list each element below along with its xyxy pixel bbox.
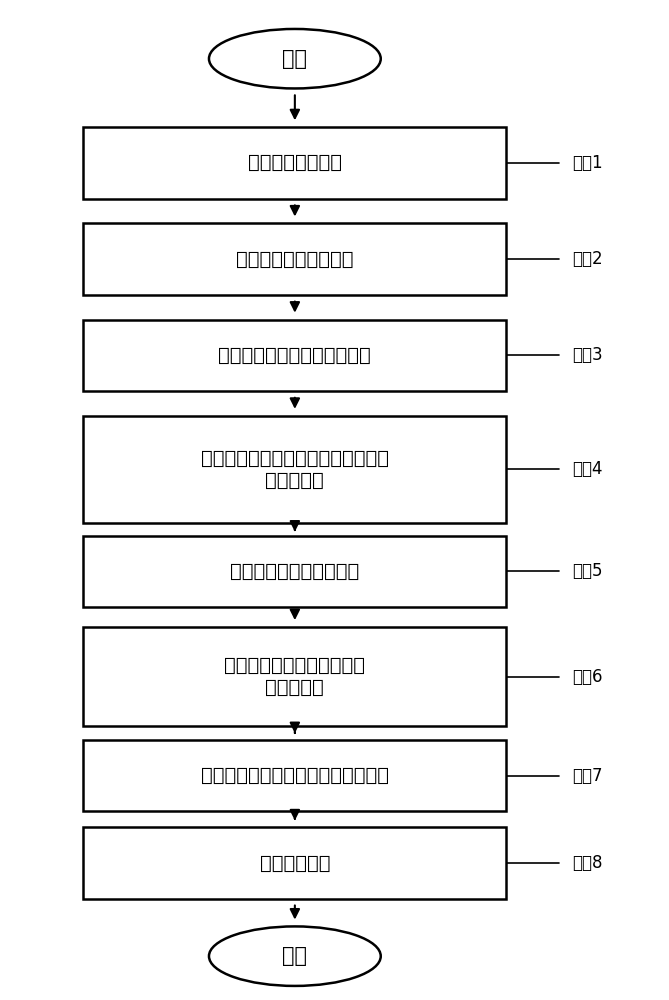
FancyBboxPatch shape	[84, 627, 506, 726]
FancyBboxPatch shape	[84, 320, 506, 391]
FancyBboxPatch shape	[84, 536, 506, 607]
FancyBboxPatch shape	[84, 740, 506, 811]
Text: 将输入声音做取样处理: 将输入声音做取样处理	[236, 250, 354, 269]
Text: 开始: 开始	[282, 49, 307, 69]
Text: 发出输出声音: 发出输出声音	[260, 853, 330, 872]
FancyBboxPatch shape	[84, 127, 506, 199]
Text: 步骤7: 步骤7	[573, 767, 603, 785]
Ellipse shape	[209, 926, 381, 986]
Text: 步骤8: 步骤8	[573, 854, 603, 872]
Text: 步骤2: 步骤2	[573, 250, 603, 268]
Text: 步骤6: 步骤6	[573, 668, 603, 686]
FancyBboxPatch shape	[84, 223, 506, 295]
Text: 区分输入声音为第一区间声音以及第
二区间声音: 区分输入声音为第一区间声音以及第 二区间声音	[201, 449, 389, 490]
Text: 步骤1: 步骤1	[573, 154, 603, 172]
Ellipse shape	[209, 29, 381, 88]
Text: 过滤取样后的输入声音的噪声: 过滤取样后的输入声音的噪声	[219, 346, 371, 365]
FancyBboxPatch shape	[84, 827, 506, 899]
Text: 步骤5: 步骤5	[573, 562, 603, 580]
Text: 持续接收输入声音: 持续接收输入声音	[248, 153, 342, 172]
Text: 计算各参考值的差异以获得
声音变化值: 计算各参考值的差异以获得 声音变化值	[224, 656, 365, 697]
Text: 结束: 结束	[282, 946, 307, 966]
Text: 计算各区间声音的参考值: 计算各区间声音的参考值	[230, 562, 359, 581]
Text: 根据声音变化值调整输出声音的音量: 根据声音变化值调整输出声音的音量	[201, 766, 389, 785]
Text: 步骤4: 步骤4	[573, 460, 603, 478]
FancyBboxPatch shape	[84, 416, 506, 523]
Text: 步骤3: 步骤3	[573, 346, 603, 364]
